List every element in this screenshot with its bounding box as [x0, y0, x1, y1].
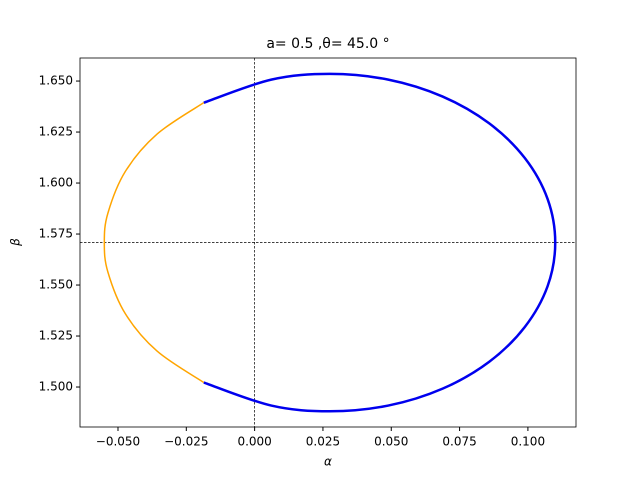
- x-tick-label: 0.000: [237, 435, 271, 449]
- y-tick-label: 1.600: [39, 176, 73, 190]
- y-tick-label: 1.500: [39, 380, 73, 394]
- y-tick-label: 1.575: [39, 227, 73, 241]
- plot-frame: [79, 57, 577, 428]
- x-tick-label: 0.050: [374, 435, 408, 449]
- chart-title: a= 0.5 ,θ= 45.0 °: [266, 36, 389, 52]
- x-axis-label: α: [324, 455, 332, 469]
- y-tick-label: 1.550: [39, 278, 73, 292]
- y-tick-label: 1.650: [39, 74, 73, 88]
- y-axis-label: β: [9, 238, 23, 247]
- data-line: [103, 102, 205, 384]
- x-tick-label: 0.025: [306, 435, 340, 449]
- data-line: [203, 72, 557, 413]
- x-tick-label: −0.025: [164, 435, 208, 449]
- x-tick-label: 0.075: [442, 435, 476, 449]
- y-tick-label: 1.625: [39, 125, 73, 139]
- y-tick-label: 1.525: [39, 329, 73, 343]
- x-tick-label: −0.050: [96, 435, 140, 449]
- x-tick-label: 0.100: [511, 435, 545, 449]
